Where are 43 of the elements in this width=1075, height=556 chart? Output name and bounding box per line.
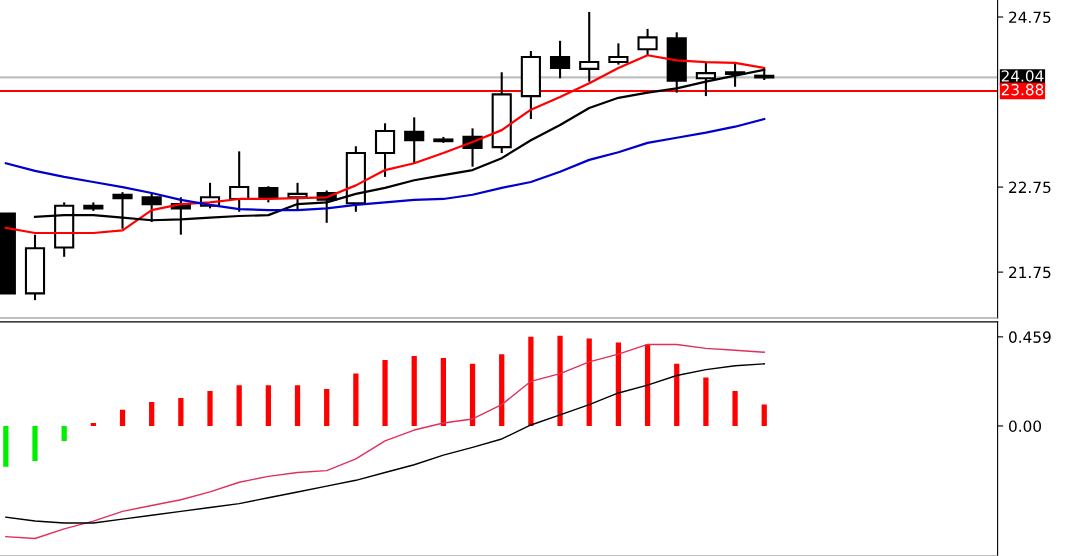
bar [469,363,476,426]
bar [615,342,622,426]
bar [674,363,680,426]
y-tick-label: 0.459 [1009,331,1051,343]
line-series [4,117,766,212]
bar [644,344,651,426]
bar [294,385,301,426]
bar [90,423,96,426]
bar [32,425,38,461]
candlestick [579,10,600,83]
candlestick [404,116,425,165]
bar [703,377,709,426]
bar [499,354,505,426]
bar [528,336,534,426]
bar [61,425,67,441]
ref-line-label: 23.88 [1001,83,1044,96]
line-series [5,343,765,540]
y-tick-label: 22.75 [1009,181,1051,194]
bar [149,401,155,426]
bar [3,425,9,467]
candlestick [374,122,396,178]
y-tick-label: 21.75 [1009,266,1051,279]
y-tick-label: 24.75 [1009,11,1051,24]
bar [761,404,767,426]
bar [207,391,213,426]
line-series [5,363,765,524]
y-tick-label: 0.00 [1009,420,1042,432]
candlestick [637,27,658,57]
bar [440,358,446,426]
bar [382,359,388,426]
bar [353,373,359,426]
candlestick [608,42,629,66]
ref-line-label: 24.04 [1001,70,1044,82]
bar [586,338,592,426]
bar [119,409,126,426]
bar [557,335,563,426]
bar [324,389,330,426]
bar [265,385,271,426]
bar [236,385,242,426]
bar [411,356,417,426]
candlestick [549,39,571,80]
bar [732,391,738,426]
bar [178,398,184,426]
